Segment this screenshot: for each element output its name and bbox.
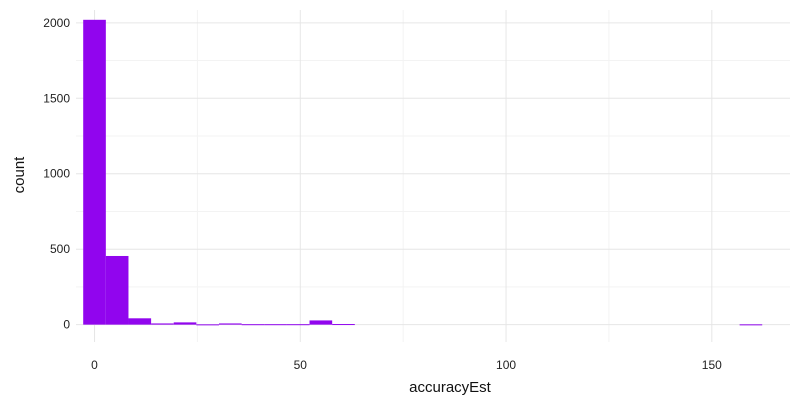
y-axis-title: count (11, 156, 28, 194)
histogram-bar (286, 324, 310, 326)
histogram-bar (105, 255, 129, 325)
y-tick-label: 2000 (43, 16, 70, 30)
x-axis-title: accuracyEst (409, 379, 492, 396)
tick-labels: 0 500 1000 1500 2000 0 50 100 150 (43, 16, 722, 372)
x-tick-label: 100 (496, 358, 516, 372)
x-tick-label: 0 (91, 358, 98, 372)
histogram-bar (196, 324, 220, 326)
histogram-bar (151, 323, 174, 325)
y-tick-label: 1000 (43, 167, 70, 181)
bars (83, 19, 763, 326)
histogram-bar (219, 323, 242, 325)
grid (76, 10, 790, 342)
y-tick-label: 1500 (43, 91, 70, 105)
histogram-bar (739, 324, 763, 326)
y-tick-label: 0 (63, 318, 70, 332)
histogram-bar (332, 324, 355, 326)
histogram-bar (309, 320, 333, 325)
histogram-bar (264, 324, 287, 326)
y-tick-label: 500 (50, 242, 70, 256)
x-tick-label: 50 (294, 358, 308, 372)
histogram-bar (128, 318, 152, 325)
histogram-bar (173, 322, 197, 325)
histogram-bar (241, 324, 265, 326)
x-tick-label: 150 (702, 358, 722, 372)
histogram-bar (83, 19, 106, 325)
